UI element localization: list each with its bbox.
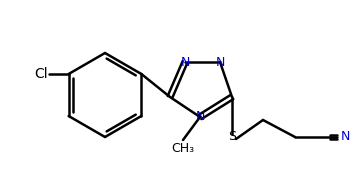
- Text: CH₃: CH₃: [172, 141, 194, 155]
- Text: S: S: [228, 130, 236, 144]
- Text: N: N: [215, 56, 225, 68]
- Text: N: N: [340, 130, 350, 144]
- Text: Cl: Cl: [34, 67, 47, 81]
- Text: N: N: [195, 110, 205, 124]
- Text: N: N: [180, 56, 190, 68]
